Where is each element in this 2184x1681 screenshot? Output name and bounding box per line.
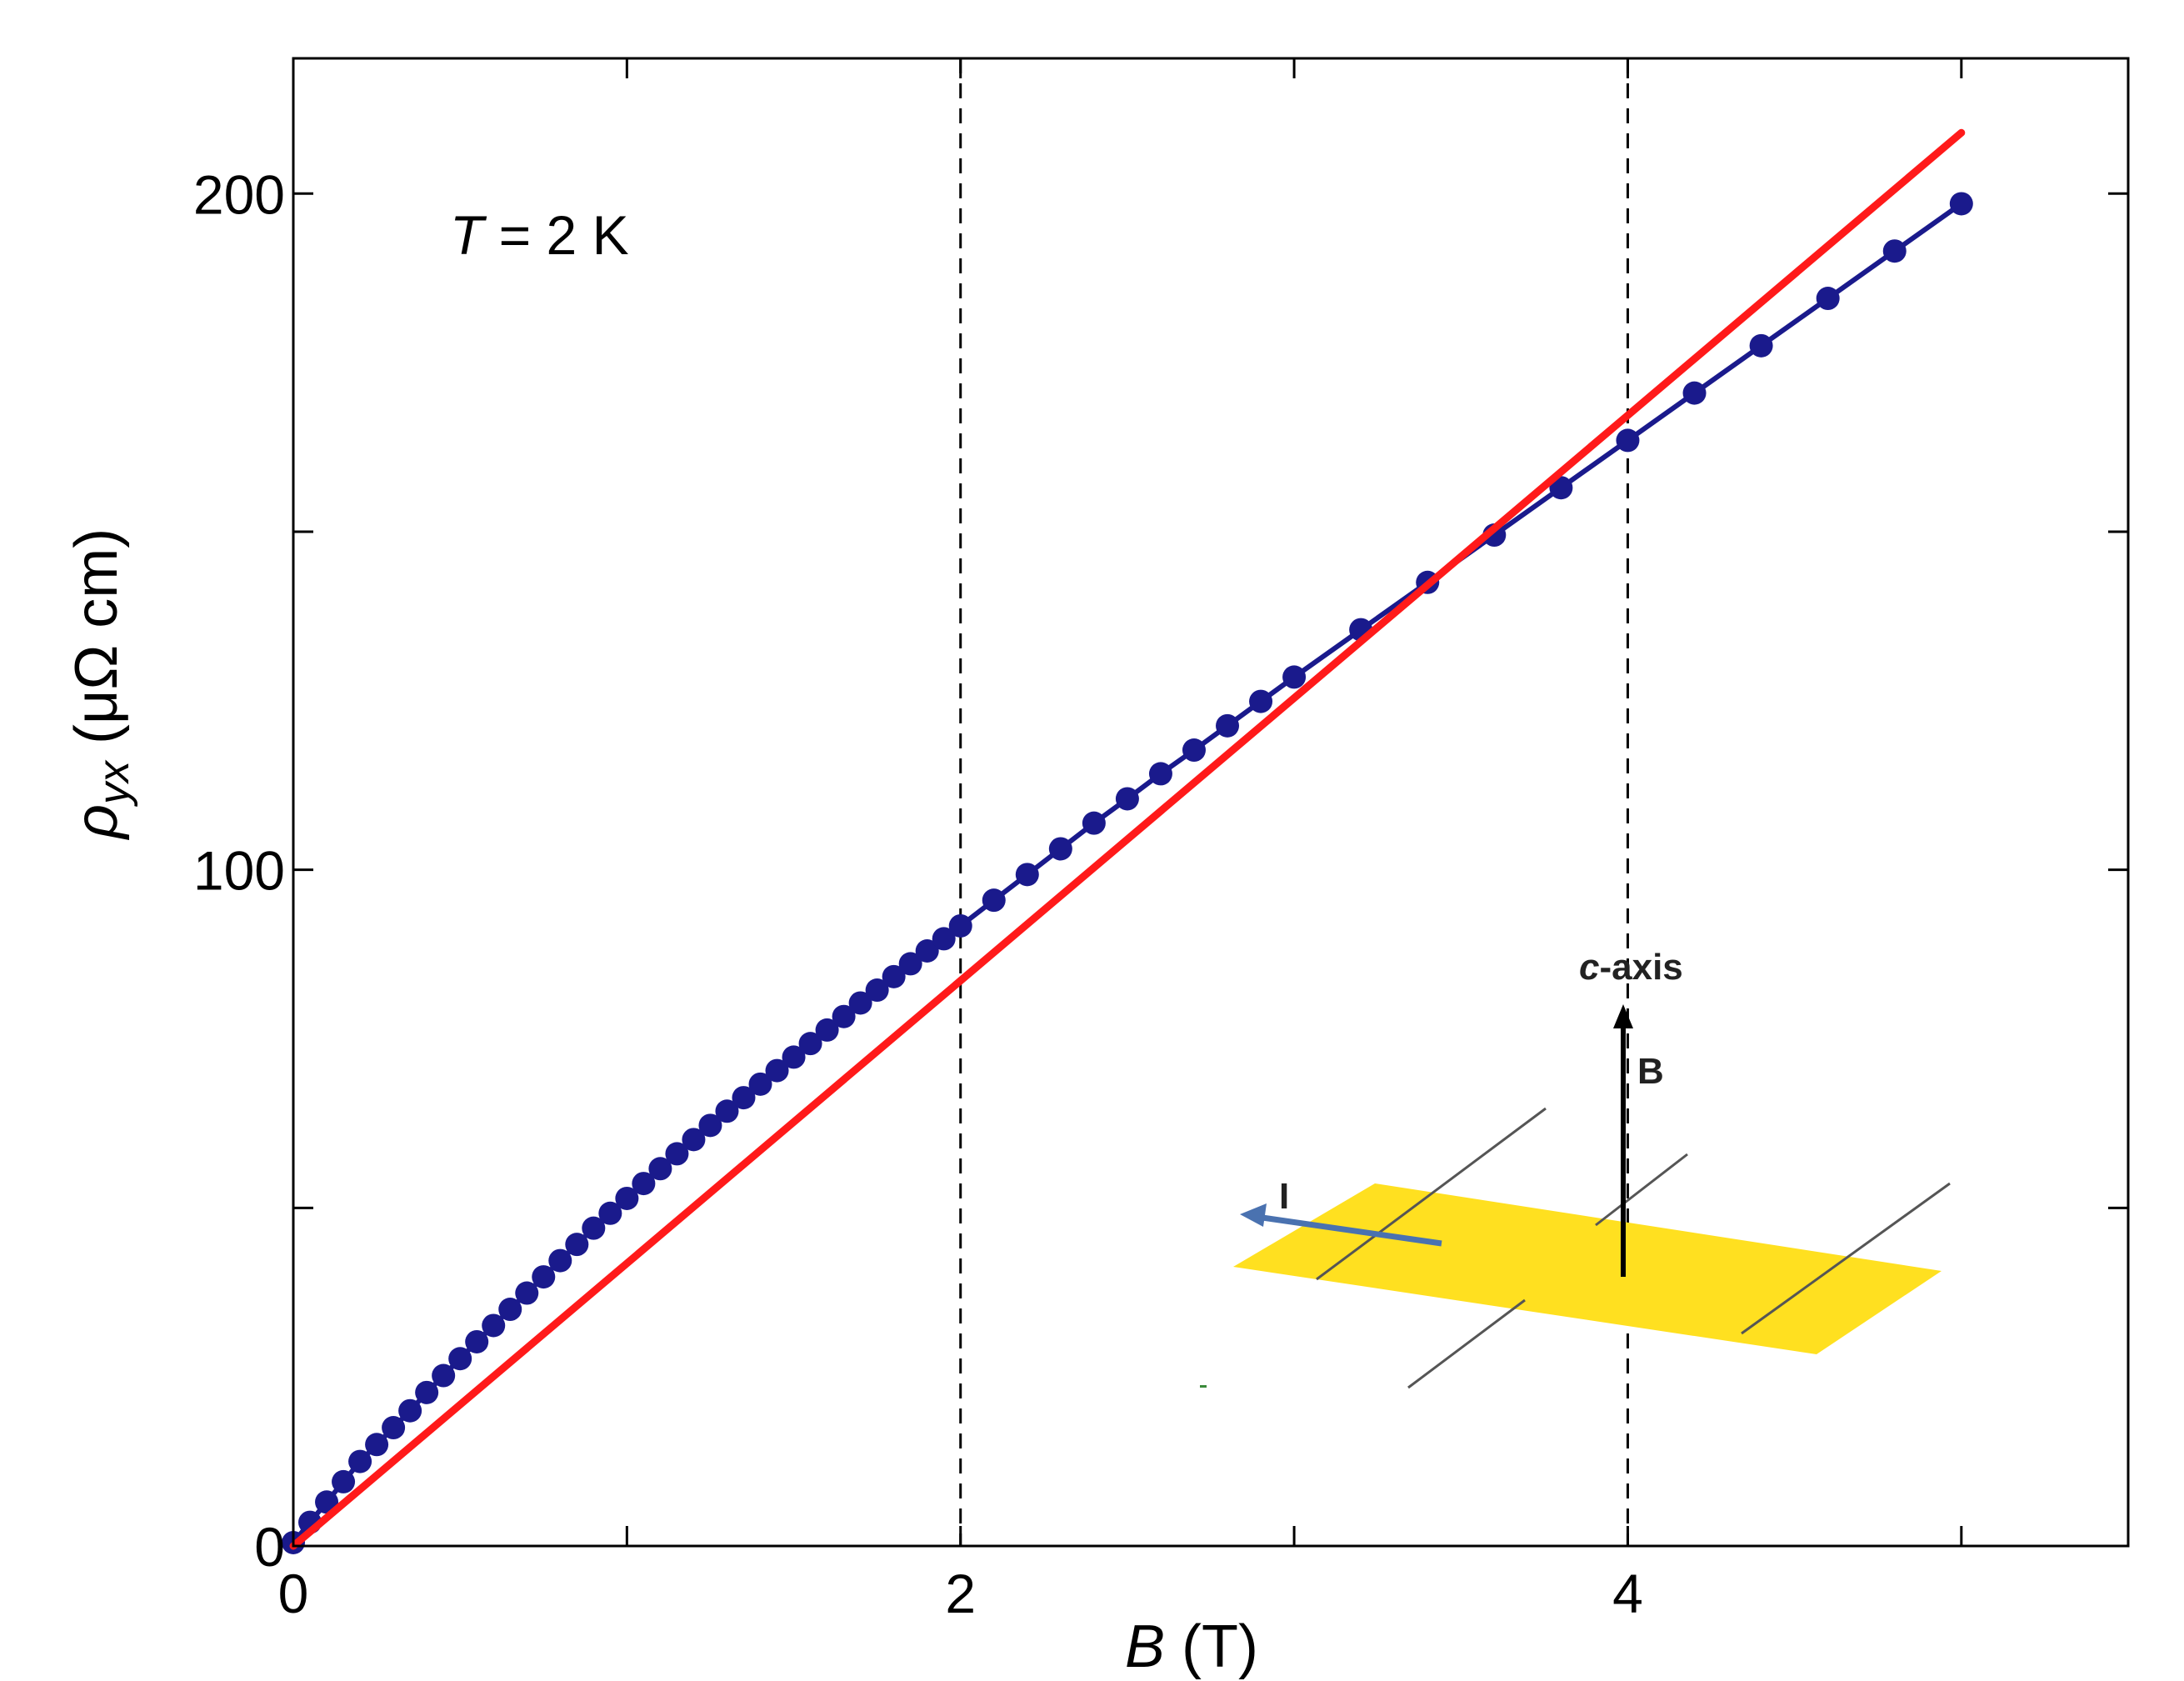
data-point: [615, 1186, 639, 1210]
sample-geometry-inset: c-axis B I: [1200, 947, 1951, 1389]
data-point: [632, 1172, 656, 1196]
data-point: [1216, 713, 1240, 738]
data-point: [648, 1157, 672, 1181]
data-point: [832, 1004, 856, 1028]
y-axis-title: ρyx (μΩ cm): [63, 528, 138, 841]
sample-plate: [1233, 1183, 1942, 1354]
data-point: [698, 1113, 722, 1138]
data-point: [765, 1058, 789, 1083]
data-point: [1182, 738, 1206, 763]
field-label: B: [1637, 1051, 1664, 1092]
data-point: [1682, 381, 1707, 405]
fit-line: [289, 128, 1966, 1550]
data-point: [382, 1416, 406, 1440]
data-point: [1882, 239, 1907, 263]
data-point: [348, 1449, 372, 1473]
temperature-annotation: T = 2 K: [450, 204, 629, 266]
data-point: [665, 1142, 689, 1166]
data-point: [898, 952, 922, 976]
x-tick-label: 2: [945, 1563, 976, 1624]
contact-wire: [1316, 1107, 1547, 1281]
data-point: [1949, 192, 1973, 216]
data-point: [982, 888, 1006, 913]
current-arrow: [1256, 1213, 1442, 1247]
data-point: [1282, 665, 1307, 689]
data-point: [1749, 333, 1773, 358]
data-point: [1148, 762, 1172, 786]
x-tick-label: 4: [1612, 1563, 1643, 1624]
data-point: [448, 1347, 472, 1371]
x-axis-title: B (T): [1125, 1613, 1258, 1680]
vertical-dashed-lines: [959, 58, 1629, 1546]
data-markers: [282, 192, 1973, 1554]
y-tick-label: 200: [193, 163, 285, 225]
plot-frame: [292, 57, 2130, 1548]
data-point: [915, 939, 939, 963]
data-point: [948, 913, 972, 938]
data-point: [565, 1233, 589, 1257]
data-point: [598, 1201, 622, 1225]
field-arrow-head: [1613, 1004, 1633, 1028]
x-tick-label: 0: [278, 1563, 309, 1624]
data-point: [1249, 689, 1273, 713]
data-point: [398, 1398, 422, 1423]
contact-wire: [1741, 1182, 1951, 1335]
data-point: [848, 991, 872, 1015]
data-point: [465, 1329, 489, 1353]
data-point: [582, 1216, 606, 1240]
data-point: [932, 927, 956, 951]
data-point: [815, 1018, 839, 1042]
tick-labels: 0 2 4 0 100 200: [193, 163, 1643, 1624]
data-point: [1015, 863, 1039, 887]
current-arrow-head: [1240, 1203, 1267, 1227]
data-point: [1082, 811, 1106, 835]
data-point: [865, 978, 889, 1003]
data-point: [482, 1313, 506, 1338]
data-point: [432, 1363, 456, 1388]
data-point: [682, 1128, 706, 1152]
data-trace: [291, 201, 1963, 1544]
data-point: [332, 1469, 356, 1493]
data-point: [1115, 787, 1139, 811]
data-point: [1048, 837, 1072, 861]
data-point: [515, 1281, 539, 1305]
y-tick-label: 100: [193, 840, 285, 902]
data-point: [1549, 476, 1573, 500]
data-point: [365, 1433, 389, 1457]
contact-wire: [1595, 1153, 1688, 1227]
data-point: [732, 1086, 756, 1110]
data-point: [498, 1298, 522, 1322]
current-label: I: [1279, 1176, 1289, 1217]
data-point: [548, 1248, 572, 1273]
data-point: [782, 1045, 806, 1069]
data-point: [1616, 428, 1640, 453]
contact-wire: [1407, 1298, 1526, 1389]
data-point: [748, 1072, 772, 1096]
data-point: [532, 1265, 556, 1289]
data-point: [882, 964, 906, 988]
y-tick-label: 0: [254, 1516, 285, 1578]
fit-line-group: [289, 128, 1966, 1550]
c-axis-label: c-axis: [1579, 947, 1683, 988]
data-point: [715, 1099, 739, 1123]
inset-mark: [1200, 1385, 1207, 1388]
data-point: [798, 1032, 822, 1056]
data-point: [415, 1380, 439, 1404]
data-point: [1816, 287, 1840, 311]
